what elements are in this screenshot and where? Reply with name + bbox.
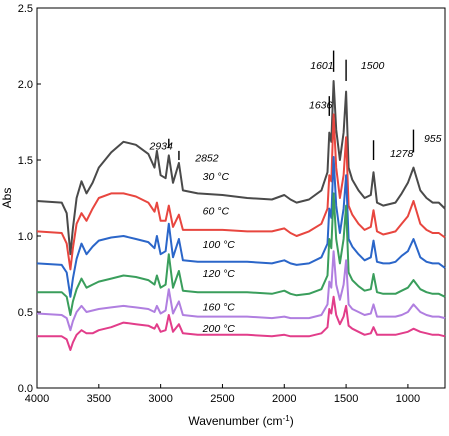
- x-tick-label-4: 2000: [272, 393, 296, 405]
- x-axis-title: Wavenumber (cm-1): [188, 414, 293, 428]
- series-line-0: [36, 80, 446, 256]
- series-label-1: 60 °C: [203, 206, 230, 218]
- x-tick-label-1: 3500: [87, 393, 111, 405]
- plot-area: [36, 7, 446, 389]
- annotation-label-2: 1601: [310, 60, 333, 72]
- y-tick-label-1: 0.5: [18, 307, 33, 319]
- series-layer: [36, 80, 446, 351]
- y-axis-title: Abs: [0, 188, 14, 209]
- series-label-0: 30 °C: [203, 171, 230, 183]
- x-axis-ticks: 4000 3500 3000 2500 2000 1500 1000: [25, 384, 420, 405]
- series-line-3: [37, 192, 446, 316]
- annotations-layer: 2934 2852 1601 1500 1636 1278 955: [149, 50, 442, 165]
- series-label-3: 120 °C: [203, 268, 236, 280]
- annotation-label-3: 1500: [361, 60, 385, 72]
- series-line-5: [37, 295, 446, 351]
- x-axis-title-sup: -1: [283, 414, 291, 423]
- annotation-label-0: 2934: [149, 140, 174, 152]
- temperature-labels-layer: 30 °C 60 °C 100 °C 120 °C 160 °C 200 °C: [202, 171, 236, 335]
- y-tick-label-3: 1.5: [18, 155, 33, 167]
- x-tick-label-6: 1000: [396, 393, 420, 405]
- series-label-5: 200 °C: [202, 323, 236, 335]
- y-tick-label-0: 0.0: [18, 383, 33, 395]
- y-tick-label-5: 2.5: [18, 3, 33, 15]
- y-axis-ticks: 0.0 0.5 1.0 1.5 2.0 2.5: [18, 3, 41, 395]
- x-axis-title-main: Wavenumber (cm: [188, 414, 282, 428]
- annotation-label-6: 955: [424, 133, 442, 145]
- annotation-label-4: 1636: [309, 99, 333, 111]
- x-tick-label-3: 2500: [210, 393, 234, 405]
- annotation-label-5: 1278: [390, 148, 414, 160]
- series-label-4: 160 °C: [203, 301, 236, 313]
- x-axis-title-close: ): [290, 414, 294, 428]
- y-tick-label-2: 1.0: [18, 231, 33, 243]
- annotation-label-1: 2852: [194, 153, 219, 165]
- x-tick-label-0: 4000: [25, 393, 49, 405]
- series-label-2: 100 °C: [203, 239, 236, 251]
- series-line-4: [36, 250, 446, 332]
- x-tick-label-5: 1500: [334, 393, 358, 405]
- x-tick-label-2: 3000: [148, 393, 172, 405]
- y-tick-label-4: 2.0: [18, 79, 33, 91]
- series-line-2: [36, 156, 446, 298]
- series-line-1: [36, 113, 446, 271]
